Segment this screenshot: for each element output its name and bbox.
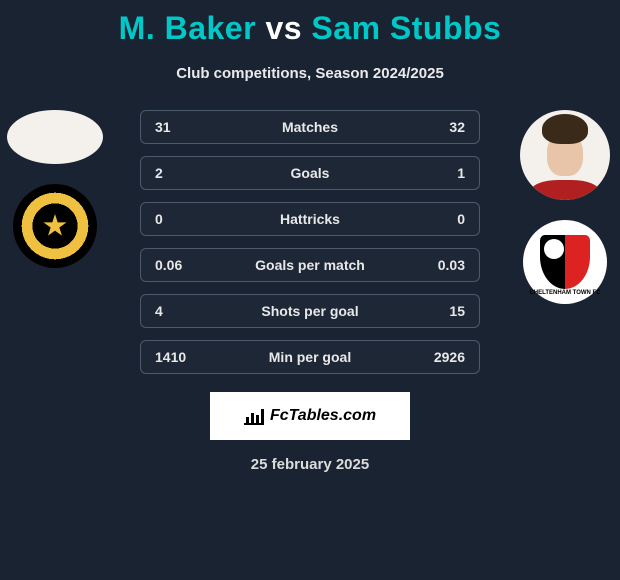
stat-right-value: 15 [425, 303, 465, 319]
club-right-text: CHELTENHAM TOWN FC [529, 290, 600, 296]
player1-avatar [7, 110, 103, 164]
player1-club-badge [13, 184, 97, 268]
stat-right-value: 2926 [425, 349, 465, 365]
right-column: CHELTENHAM TOWN FC [510, 110, 620, 304]
date-label: 25 february 2025 [0, 456, 620, 473]
player2-avatar [520, 110, 610, 200]
stat-label: Goals per match [195, 257, 425, 273]
stat-label: Hattricks [195, 211, 425, 227]
stat-left-value: 1410 [155, 349, 195, 365]
title-vs: vs [265, 10, 302, 46]
stat-row-min-per-goal: 1410 Min per goal 2926 [140, 340, 480, 374]
page-title: M. Baker vs Sam Stubbs [0, 0, 620, 47]
stat-left-value: 31 [155, 119, 195, 135]
stat-right-value: 0.03 [425, 257, 465, 273]
player2-club-badge: CHELTENHAM TOWN FC [523, 220, 607, 304]
player1-name: M. Baker [119, 10, 256, 46]
stat-left-value: 0 [155, 211, 195, 227]
subtitle: Club competitions, Season 2024/2025 [0, 65, 620, 82]
content-area: CHELTENHAM TOWN FC 31 Matches 32 2 Goals… [0, 110, 620, 374]
stat-row-shots-per-goal: 4 Shots per goal 15 [140, 294, 480, 328]
stat-label: Min per goal [195, 349, 425, 365]
left-column [0, 110, 110, 268]
stat-right-value: 0 [425, 211, 465, 227]
stat-label: Shots per goal [195, 303, 425, 319]
stat-left-value: 0.06 [155, 257, 195, 273]
branding-text: FcTables.com [270, 407, 376, 425]
player2-name: Sam Stubbs [311, 10, 501, 46]
stat-label: Matches [195, 119, 425, 135]
stat-left-value: 4 [155, 303, 195, 319]
stat-row-matches: 31 Matches 32 [140, 110, 480, 144]
stat-row-goals: 2 Goals 1 [140, 156, 480, 190]
bar-chart-icon [244, 407, 264, 425]
stat-label: Goals [195, 165, 425, 181]
stat-row-goals-per-match: 0.06 Goals per match 0.03 [140, 248, 480, 282]
stats-table: 31 Matches 32 2 Goals 1 0 Hattricks 0 0.… [140, 110, 480, 374]
stat-left-value: 2 [155, 165, 195, 181]
stat-right-value: 1 [425, 165, 465, 181]
stat-right-value: 32 [425, 119, 465, 135]
branding-banner: FcTables.com [210, 392, 410, 440]
stat-row-hattricks: 0 Hattricks 0 [140, 202, 480, 236]
